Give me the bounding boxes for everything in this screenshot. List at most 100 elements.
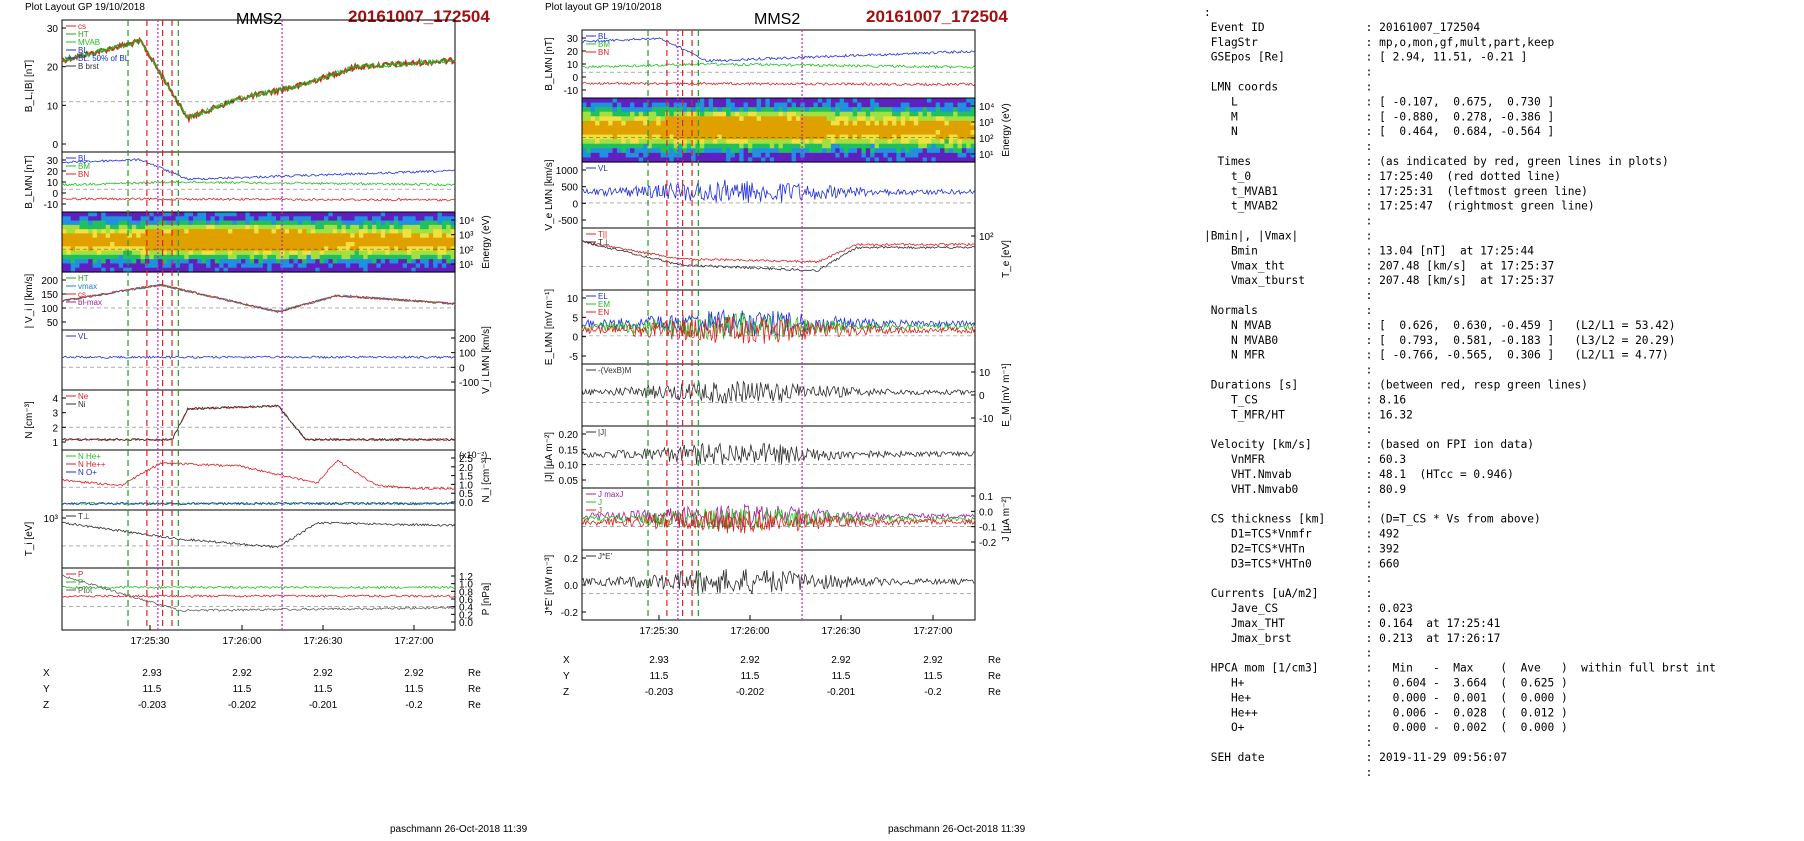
spectrogram-cell [302,267,308,273]
spectrogram-cell [734,111,740,117]
spectrogram-cell [402,242,408,247]
spectrogram-cell [358,237,364,243]
spectrogram-cell [271,259,277,265]
spectrogram-cell [625,130,631,136]
spectrogram-cell [393,250,399,256]
spectrogram-cell [385,229,391,235]
spectrogram-cell [922,130,928,136]
spectrogram-cell [328,267,334,273]
spectrogram-cell [227,237,233,243]
spectrogram-cell [765,152,771,159]
spectrogram-cell [310,263,316,269]
series-line [61,39,456,119]
spectrogram-cell [197,233,203,239]
spectrogram-cell [420,220,426,226]
spectrogram-cell [878,107,884,113]
spectrogram-cell [739,148,745,154]
spectrogram-cell [214,224,220,230]
spectrogram-cell [669,143,675,149]
spectrogram-cell [878,134,884,140]
spectrogram-cell [131,254,137,260]
spectrogram-cell [241,267,246,273]
spectrogram-cell [625,139,631,145]
spectrogram-cell [830,120,836,127]
spectrogram-cell [315,216,321,222]
spectrogram-cell [787,111,793,117]
spectrogram-cell [389,246,395,252]
spectrogram-cell [957,134,963,140]
legend-label: N He++ [78,460,106,469]
spectrogram-cell [162,220,168,226]
spectrogram-cell [210,212,216,217]
spectrogram-cell [372,229,377,235]
spectrogram-cell [608,143,614,149]
spectrogram-cell [66,216,72,222]
spectrogram-cell [730,139,736,145]
info-line: T_MFR/HT : 16.32 [1204,408,1413,421]
spectrogram-cell [747,116,753,122]
spectrogram-cell [651,139,657,145]
spectrogram-cell [358,229,364,235]
spectrogram-cell [385,242,391,247]
spectrogram-cell [616,139,622,145]
spectrogram-cell [678,134,684,140]
spectrogram-cell [289,259,295,265]
spectrogram-cell [756,116,762,122]
spectrogram-cell [804,111,810,117]
spectrogram-cell [778,102,784,108]
spectrogram-cell [765,116,771,122]
spectrogram-cell [254,212,260,217]
spectrogram-cell [437,254,443,260]
spectrogram-cell [926,130,932,136]
spectrogram-cell [608,102,614,108]
spectrogram-cell [79,212,85,217]
spectrogram-cell [717,139,723,145]
spectrogram-cell [669,157,675,163]
spectrogram-cell [101,216,107,222]
spectrogram-cell [114,220,120,226]
spectrogram-cell [345,242,351,247]
spectrogram-cell [280,250,286,256]
spectrogram-cell [232,224,238,230]
spectrogram-cell [774,98,780,104]
spectrogram-cell [765,148,771,154]
spectrogram-cell [795,120,801,127]
spectrogram-cell [223,250,229,256]
spectrogram-cell [75,246,81,252]
spectrogram-cell [354,216,360,222]
spectrogram-cell [905,157,911,163]
spectrogram-cell [848,139,854,145]
spectrogram-cell [704,143,710,149]
spectrogram-cell [940,148,946,154]
y-tick-label: 50 [47,318,59,329]
spectrogram-cell [948,157,954,163]
spectrogram-cell [590,98,596,104]
spectrogram-cell [813,130,819,136]
spectrogram-cell [450,224,456,230]
spectrogram-cell [223,242,229,247]
spectrogram-cell [835,157,841,163]
spectrogram-cell [184,212,190,217]
spectrogram-cell [678,107,684,113]
spectrogram-cell [289,242,295,247]
spectrogram-cell [813,152,819,159]
spectrogram-cell [634,98,640,104]
spectrogram-cell [372,237,377,243]
spectrogram-cell [428,216,434,222]
spectrogram-cell [922,143,928,149]
spectrogram-cell [599,134,605,140]
legend-label: EL [598,292,608,301]
spectrogram-cell [332,220,338,226]
spectrogram-cell [92,212,98,217]
spectrogram-cell [822,148,828,154]
spectrogram-cell [293,212,299,217]
spectrogram-cell [96,263,102,269]
spectrogram-cell [756,148,762,154]
spectrogram-cell [817,98,823,104]
spectrogram-cell [756,139,762,145]
spectrogram-cell [267,246,273,252]
spectrogram-cell [944,157,950,163]
spectrogram-cell [612,125,618,131]
spectrogram-cell [603,125,609,131]
